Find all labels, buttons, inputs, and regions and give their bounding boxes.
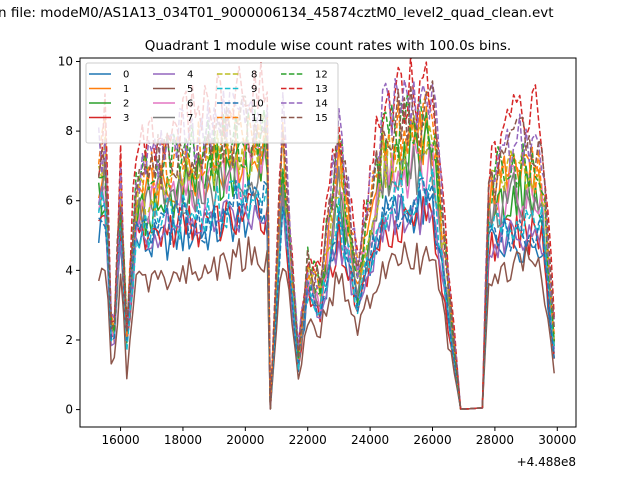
legend-label-13: 13 [315,84,328,95]
x-tick-label-16000: 16000 [101,433,139,447]
legend-label-3: 3 [123,113,129,124]
axes-frame [79,57,577,428]
legend-label-7: 7 [187,113,193,124]
legend-label-5: 5 [187,84,193,95]
figure-suptitle: n file: modeM0/AS1A13_034T01_9000006134_… [0,5,554,21]
legend-box [85,62,339,144]
legend-label-15: 15 [315,113,328,124]
legend-label-6: 6 [187,99,193,110]
x-tick-label-28000: 28000 [476,433,514,447]
x-tick-label-22000: 22000 [289,433,327,447]
series-line-15 [97,80,555,410]
legend-label-8: 8 [251,70,257,81]
x-tick-label-30000: 30000 [538,433,576,447]
chart-title: Quadrant 1 module wise count rates with … [145,38,511,54]
legend-label-14: 14 [315,99,328,110]
legend-label-2: 2 [123,99,129,110]
legend-label-10: 10 [251,99,264,110]
y-tick-label-10: 10 [58,54,73,68]
x-tick-label-20000: 20000 [226,433,264,447]
x-offset-label: +4.488e8 [517,455,576,469]
x-tick-label-24000: 24000 [351,433,389,447]
y-tick-label-4: 4 [65,263,73,277]
legend-label-4: 4 [187,70,193,81]
legend-label-11: 11 [251,113,264,124]
y-tick-label-2: 2 [65,333,73,347]
legend-label-0: 0 [123,70,129,81]
legend-label-1: 1 [123,84,129,95]
y-tick-label-8: 8 [65,124,73,138]
x-tick-label-18000: 18000 [164,433,202,447]
y-tick-label-6: 6 [65,194,73,208]
legend-label-12: 12 [315,70,328,81]
series-line-10 [98,177,555,410]
x-tick-label-26000: 26000 [413,433,451,447]
plot-area: 16000 18000 20000 22000 24000 26000 28000 30000… [58,54,577,447]
y-tick-label-0: 0 [65,403,73,417]
legend-label-9: 9 [251,84,257,95]
